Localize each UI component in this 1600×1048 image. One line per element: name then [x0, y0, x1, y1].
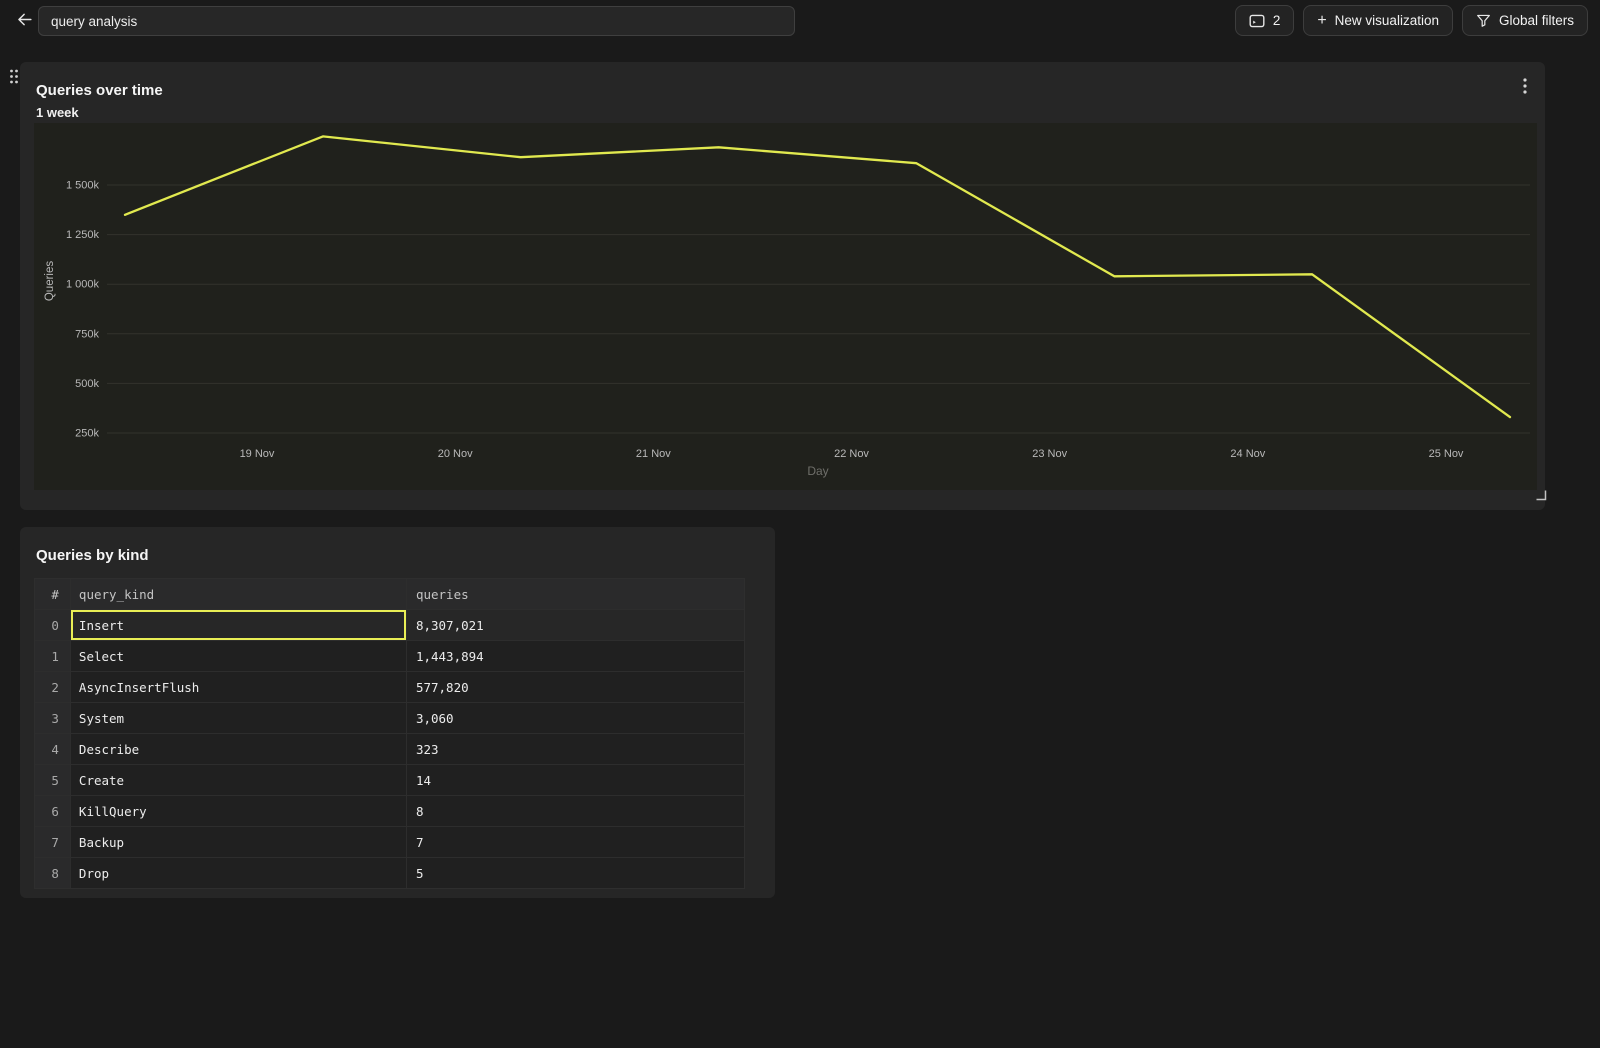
cell-queries[interactable]: 1,443,894	[415, 648, 484, 664]
queries-by-kind-table: # query_kind queries 0 Insert 8,307,021 1 Se…	[34, 578, 745, 889]
table-panel-title: Queries by kind	[36, 547, 149, 564]
queries-over-time-chart[interactable]: 1 500k 1 250k 1 000k 750k 500k 250k 19 Nov 20 N…	[34, 123, 1537, 490]
table-row: 7 Backup 7	[35, 826, 744, 857]
line-chart-area[interactable]: 1 500k 1 250k 1 000k 750k 500k 250k 19 Nov 20 N…	[34, 123, 1537, 490]
topbar-actions: 2 + New visualization Global filters	[1234, 5, 1588, 36]
chart-panel-subtitle: 1 week	[36, 105, 79, 120]
cell-row-index: 6	[35, 796, 71, 826]
header-queries: queries	[415, 586, 469, 602]
table-row: 6 KillQuery 8	[35, 795, 744, 826]
cell-queries[interactable]: 577,820	[415, 679, 469, 695]
cell-queries[interactable]: 3,060	[415, 710, 454, 726]
table-row: 8 Drop 5	[35, 857, 744, 888]
kebab-icon	[1523, 78, 1527, 94]
global-filters-button[interactable]: Global filters	[1461, 5, 1588, 36]
visualizations-count-button[interactable]: 2	[1234, 5, 1295, 36]
header-query-kind: query_kind	[71, 579, 407, 609]
grip-dots-icon	[8, 68, 20, 85]
svg-text:25 Nov: 25 Nov	[1429, 448, 1464, 460]
table-header-row: # query_kind queries	[35, 579, 744, 609]
svg-text:500k: 500k	[75, 378, 99, 390]
y-axis-label: Queries	[44, 261, 56, 302]
queries-over-time-panel: Queries over time 1 week 1 500k 1 250k 1 0…	[20, 62, 1548, 510]
cell-queries[interactable]: 8	[415, 803, 424, 819]
top-bar: 2 + New visualization Global filters	[0, 0, 1600, 42]
cell-row-index: 7	[35, 827, 71, 857]
table-row: 5 Create 14	[35, 764, 744, 795]
svg-text:23 Nov: 23 Nov	[1032, 448, 1067, 460]
x-axis: 19 Nov 20 Nov 21 Nov 22 Nov 23 Nov 24 Nov 25 N…	[240, 448, 1464, 478]
cell-row-index: 1	[35, 641, 71, 671]
cell-query-kind[interactable]: Insert	[71, 610, 407, 640]
svg-text:20 Nov: 20 Nov	[438, 448, 473, 460]
table-row: 2 AsyncInsertFlush 577,820	[35, 671, 744, 702]
global-filters-label: Global filters	[1498, 13, 1574, 28]
table-row: 0 Insert 8,307,021	[35, 609, 744, 640]
cell-queries[interactable]: 8,307,021	[415, 617, 484, 633]
cell-row-index: 2	[35, 672, 71, 702]
panel-drag-handle[interactable]	[6, 66, 22, 86]
queries-by-kind-panel: Queries by kind # query_kind queries 0 In…	[20, 527, 775, 898]
queries-series-line	[123, 135, 1512, 419]
console-icon	[1249, 13, 1265, 29]
svg-text:22 Nov: 22 Nov	[834, 448, 869, 460]
y-grid: 1 500k 1 250k 1 000k 750k 500k 250k	[66, 180, 1530, 440]
new-visualization-button[interactable]: + New visualization	[1303, 5, 1453, 36]
svg-text:1 250k: 1 250k	[66, 229, 100, 241]
table-body: 0 Insert 8,307,021 1 Select 1,443,894 2 AsyncIn…	[35, 609, 744, 888]
cell-query-kind[interactable]: Describe	[71, 734, 407, 764]
table-row: 3 System 3,060	[35, 702, 744, 733]
back-button[interactable]	[12, 9, 36, 33]
svg-text:1 500k: 1 500k	[66, 180, 100, 192]
cell-query-kind[interactable]: Drop	[71, 858, 407, 888]
cell-queries[interactable]: 5	[415, 865, 424, 881]
cell-row-index: 5	[35, 765, 71, 795]
new-visualization-label: New visualization	[1334, 13, 1439, 28]
funnel-icon	[1476, 13, 1491, 28]
cell-query-kind[interactable]: Select	[71, 641, 407, 671]
svg-text:19 Nov: 19 Nov	[240, 448, 275, 460]
cell-query-kind[interactable]: KillQuery	[71, 796, 407, 826]
cell-query-kind[interactable]: AsyncInsertFlush	[71, 672, 407, 702]
svg-text:21 Nov: 21 Nov	[636, 448, 671, 460]
cell-query-kind[interactable]: System	[71, 703, 407, 733]
cell-queries[interactable]: 323	[415, 741, 439, 757]
table-row: 4 Describe 323	[35, 733, 744, 764]
header-index: #	[35, 579, 71, 609]
dashboard-title-input[interactable]	[38, 6, 795, 36]
chart-panel-title: Queries over time	[36, 82, 163, 99]
svg-text:24 Nov: 24 Nov	[1230, 448, 1265, 460]
corner-bracket-icon	[1535, 489, 1547, 501]
x-axis-label: Day	[807, 464, 828, 478]
cell-queries[interactable]: 7	[415, 834, 424, 850]
svg-text:750k: 750k	[75, 328, 99, 340]
visualizations-count: 2	[1272, 13, 1281, 28]
svg-text:1 000k: 1 000k	[66, 279, 100, 291]
cell-query-kind[interactable]: Backup	[71, 827, 407, 857]
plus-icon: +	[1317, 11, 1327, 29]
cell-row-index: 3	[35, 703, 71, 733]
cell-query-kind[interactable]: Create	[71, 765, 407, 795]
cell-row-index: 8	[35, 858, 71, 888]
chart-panel-menu-button[interactable]	[1515, 76, 1535, 96]
table-row: 1 Select 1,443,894	[35, 640, 744, 671]
cell-queries[interactable]: 14	[415, 772, 432, 788]
chart-resize-handle[interactable]	[1534, 488, 1548, 502]
cell-row-index: 0	[35, 610, 71, 640]
svg-text:250k: 250k	[75, 428, 99, 440]
arrow-left-icon	[15, 10, 34, 32]
cell-row-index: 4	[35, 734, 71, 764]
